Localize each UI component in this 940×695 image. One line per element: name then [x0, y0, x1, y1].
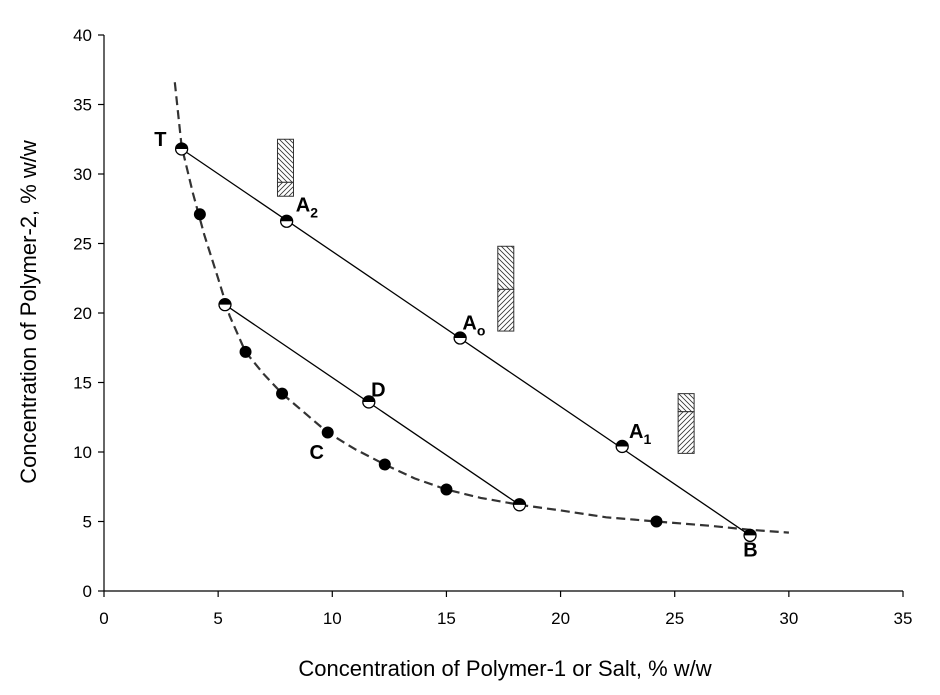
point-label-text: D	[371, 379, 385, 401]
tie-line-point	[453, 331, 467, 345]
tie-line-point-fill	[175, 142, 188, 149]
y-tick-label: 40	[73, 26, 92, 45]
phase-bar-bottom	[276, 181, 294, 197]
tie-line-point-fill	[280, 215, 293, 222]
axes: 0 5 10 15 20 25 30 35 0 5 10 15 20 25 30 35 40	[73, 26, 912, 628]
tie-line-point-fill	[513, 498, 526, 505]
tie-line-point	[279, 214, 294, 228]
tie-line-point-fill	[744, 529, 757, 536]
x-tick-label: 35	[894, 609, 913, 628]
tie-line-point-fill	[362, 395, 375, 402]
y-tick-label: 5	[83, 513, 92, 532]
tie-line	[181, 148, 751, 536]
phase-bar-top	[497, 245, 515, 290]
y-tick-label: 10	[73, 443, 92, 462]
x-tick-label: 20	[551, 609, 570, 628]
tie-line-point	[743, 528, 757, 543]
phase-bar	[276, 138, 294, 197]
y-tick-label: 25	[73, 235, 92, 254]
point-label: T	[154, 129, 166, 151]
point-label: D	[371, 379, 385, 401]
point-label: C	[309, 442, 323, 464]
point-label-subscript: 2	[310, 205, 318, 221]
y-tick-label: 20	[73, 304, 92, 323]
tie-line-point	[615, 439, 629, 454]
tie-line-point-fill	[616, 440, 629, 447]
y-tick-label: 15	[73, 374, 92, 393]
binodal-data-point	[378, 458, 391, 471]
point-label-subscript: o	[477, 323, 486, 339]
binodal-data-point	[239, 345, 252, 358]
binodal-data-point	[440, 483, 453, 496]
binodal-data-point	[321, 426, 334, 439]
y-tick-label: 0	[83, 582, 92, 601]
point-label-text: C	[309, 442, 323, 464]
point-label: A2	[296, 195, 318, 221]
binodal-data-point	[650, 515, 663, 528]
y-axis-title: Concentration of Polymer-2, % w/w	[16, 140, 41, 484]
x-tick-label: 5	[213, 609, 222, 628]
y-tick-label: 35	[73, 96, 92, 115]
tie-line-point	[218, 298, 232, 312]
point-label-text: B	[743, 539, 757, 561]
phase-bar-top	[276, 138, 294, 183]
point-label-text: A	[296, 195, 310, 217]
y-tick-label: 30	[73, 165, 92, 184]
point-label-text: A	[629, 421, 643, 443]
phase-bar-top	[677, 393, 695, 413]
x-tick-label: 15	[437, 609, 456, 628]
phase-bar-bottom	[677, 411, 695, 454]
phase-bar	[677, 393, 695, 454]
tie-line-point	[174, 142, 189, 156]
binodal-data-point	[276, 387, 289, 400]
point-label-text: T	[154, 129, 166, 151]
tie-line-point	[362, 395, 376, 409]
x-tick-label: 30	[779, 609, 798, 628]
point-label-text: A	[462, 313, 476, 335]
point-label: A1	[629, 421, 651, 447]
binodal-data-point	[193, 208, 206, 221]
binodal-curve	[173, 82, 789, 534]
tie-line-point	[512, 498, 527, 512]
tie-line-point-fill	[218, 298, 231, 305]
point-label-subscript: 1	[644, 431, 652, 447]
x-tick-label: 10	[323, 609, 342, 628]
phase-bar	[497, 245, 515, 332]
x-tick-label: 0	[99, 609, 108, 628]
phase-bar-bottom	[497, 288, 515, 332]
tie-line-point-fill	[454, 332, 467, 339]
point-label: Ao	[462, 313, 485, 339]
point-label: B	[743, 539, 757, 561]
x-tick-label: 25	[665, 609, 684, 628]
x-axis-title: Concentration of Polymer-1 or Salt, % w/…	[298, 656, 711, 681]
